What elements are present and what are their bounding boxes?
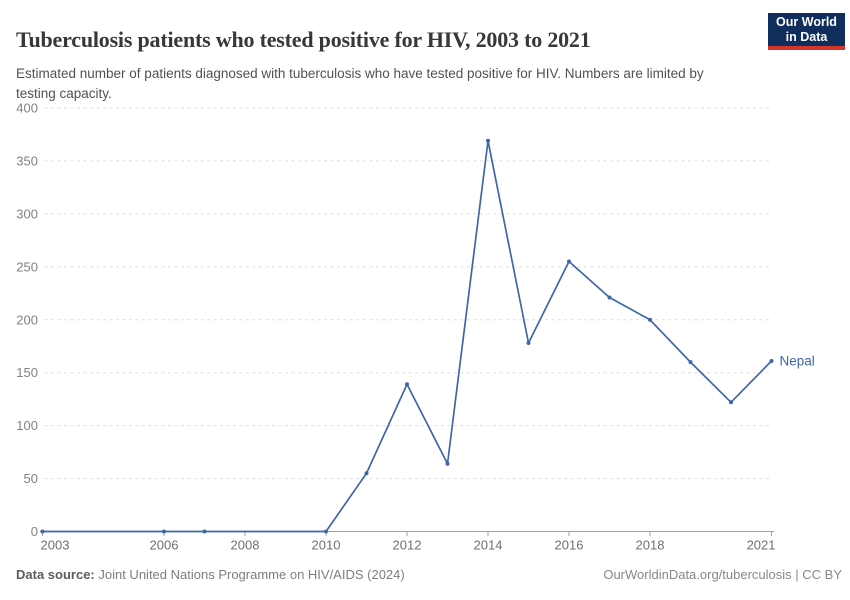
- y-axis-tick-label: 150: [16, 365, 38, 380]
- data-point: [648, 317, 652, 322]
- y-axis-tick-label: 50: [24, 471, 38, 486]
- data-point: [486, 138, 490, 143]
- x-axis-tick-label: 2018: [636, 538, 665, 553]
- data-point: [405, 382, 409, 387]
- chart-footer: Data source: Joint United Nations Progra…: [16, 567, 842, 582]
- y-axis-tick-label: 300: [16, 206, 38, 221]
- data-point: [607, 295, 612, 300]
- x-axis-tick-label: 2016: [555, 538, 584, 553]
- series-label-nepal: Nepal: [780, 354, 815, 369]
- x-axis-tick-label: 2008: [231, 538, 260, 553]
- x-axis-tick-label: 2010: [312, 538, 341, 553]
- x-axis-tick-label: 2003: [41, 538, 70, 553]
- data-point: [445, 461, 450, 466]
- data-point: [769, 359, 774, 363]
- owid-logo-line2: in Data: [785, 30, 828, 44]
- y-axis-tick-label: 250: [16, 259, 38, 274]
- x-axis-tick-label: 2021: [747, 538, 776, 553]
- y-axis-tick-label: 350: [16, 153, 38, 168]
- owid-url-license-link[interactable]: OurWorldinData.org/tuberculosis | CC BY: [603, 567, 842, 582]
- data-point: [729, 400, 733, 405]
- data-source-note: Data source: Joint United Nations Progra…: [16, 567, 405, 582]
- data-point: [364, 471, 369, 476]
- owid-logo-line1: Our World: [776, 15, 837, 29]
- x-axis-tick-label: 2006: [150, 538, 179, 553]
- chart-subtitle: Estimated number of patients diagnosed w…: [16, 65, 704, 101]
- data-point: [162, 529, 166, 534]
- data-point: [202, 529, 207, 534]
- y-axis-tick-label: 200: [16, 312, 38, 327]
- y-axis-tick-label: 0: [31, 524, 38, 539]
- data-point: [567, 259, 571, 264]
- data-source-label: Data source:: [16, 567, 95, 582]
- data-point: [688, 360, 693, 365]
- y-axis-tick-label: 100: [16, 418, 38, 433]
- data-line-nepal: [41, 139, 773, 533]
- data-source-text: Joint United Nations Programme on HIV/AI…: [94, 567, 405, 582]
- x-axis-tick-label: 2014: [474, 538, 503, 553]
- data-point: [40, 529, 45, 534]
- data-point: [324, 529, 328, 534]
- chart-title: Tuberculosis patients who tested positiv…: [16, 26, 591, 52]
- owid-logo[interactable]: Our World in Data: [768, 13, 845, 50]
- data-point: [526, 341, 531, 345]
- y-axis-tick-label: 400: [16, 101, 38, 116]
- x-axis-tick-label: 2012: [393, 538, 422, 553]
